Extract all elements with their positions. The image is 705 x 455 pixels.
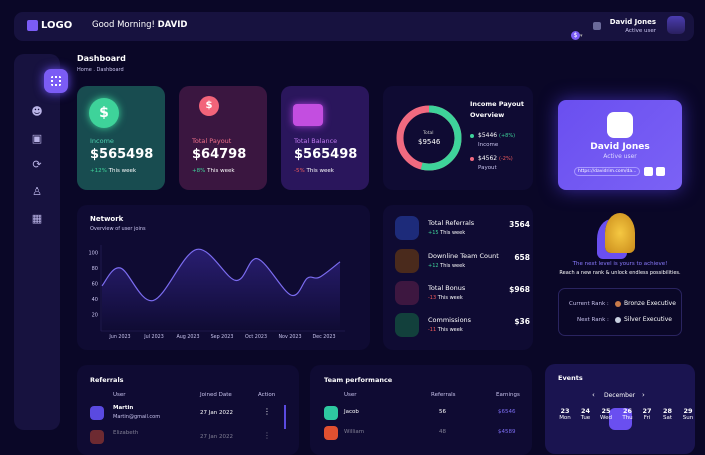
x-tick-label: Jul 2023: [143, 334, 164, 340]
income-legend-dot: [470, 134, 474, 138]
y-tick-label: 100: [88, 251, 98, 257]
bonus-icon: [395, 281, 419, 305]
logo: LOGO: [41, 20, 72, 31]
user-name: David Jones: [610, 18, 656, 26]
y-tick-label: 40: [92, 297, 98, 303]
scrollbar[interactable]: [284, 405, 286, 429]
profile-avatar: [607, 112, 633, 138]
greeting: Good Morning! DAVID: [92, 20, 187, 30]
sidebar-item-shop[interactable]: ▣: [30, 132, 44, 146]
hand-coin-icon: $: [199, 96, 219, 116]
more-options-icon[interactable]: ⋮: [263, 431, 271, 440]
x-tick-label: Nov 2023: [278, 334, 301, 340]
silver-badge-icon: [615, 317, 621, 323]
dollar-exchange-icon: $: [89, 98, 119, 128]
dollar-icon: $: [571, 31, 580, 40]
trophy-icon: [605, 213, 635, 253]
page-title: Dashboard: [77, 54, 126, 63]
avatar: [324, 426, 338, 440]
sidebar: ☻ ▣ ⟳ ♙ ▦: [14, 54, 60, 430]
achievement-panel: The next level is yours to achieve! Reac…: [545, 205, 695, 350]
sidebar-item-history[interactable]: ⟳: [30, 158, 44, 172]
share-icon[interactable]: [656, 167, 665, 176]
next-month-button[interactable]: ›: [642, 391, 645, 399]
breadcrumb: Home . Dashboard: [77, 67, 124, 73]
income-card: $ Income $565498 +12% This week: [77, 86, 165, 190]
payout-card: $ Total Payout $64798 +8% This week: [179, 86, 267, 190]
income-payout-overview: Total $9546 Income Payout Overview $5446…: [383, 86, 533, 190]
rank-box: Current Rank : Bronze Executive Next Ran…: [558, 288, 682, 336]
user-status: Active user: [625, 28, 656, 34]
x-tick-label: Oct 2023: [245, 334, 267, 340]
currency-selector[interactable]: $▾: [571, 22, 585, 31]
stat-total-bonus: Total Bonus-13 This week$968: [395, 281, 530, 311]
wallet-icon: [293, 104, 323, 126]
commission-icon: [395, 313, 419, 337]
x-tick-label: Dec 2023: [312, 334, 335, 340]
y-tick-label: 60: [92, 282, 98, 288]
copy-icon[interactable]: [644, 167, 653, 176]
x-tick-label: Jun 2023: [108, 334, 130, 340]
chevron-down-icon: ▾: [580, 33, 583, 39]
referrals-icon: [395, 216, 419, 240]
y-tick-label: 80: [92, 266, 98, 272]
sidebar-item-dashboard[interactable]: [44, 69, 68, 93]
team-icon: [395, 249, 419, 273]
payout-legend-dot: [470, 157, 474, 161]
x-tick-label: Sep 2023: [211, 334, 234, 340]
grid-icon: [51, 76, 61, 86]
notification-icon[interactable]: [593, 22, 601, 30]
y-tick-label: 20: [92, 313, 98, 319]
balance-card: Total Balance $565498 -5% This week: [281, 86, 369, 190]
profile-card: David Jones Active user https://davidrim…: [558, 100, 682, 190]
x-tick-label: Aug 2023: [176, 334, 199, 340]
profile-url-field[interactable]: https://davidrim.com/da...: [574, 167, 640, 176]
avatar: [90, 406, 104, 420]
network-chart: 20 40 60 80 100 Jun 2023 Jul 2023 Aug 2023 Sep 2…: [77, 205, 370, 350]
logo-icon: [27, 20, 38, 31]
sidebar-item-billing[interactable]: ▦: [30, 212, 44, 226]
sidebar-item-users[interactable]: ☻: [30, 105, 44, 119]
bronze-badge-icon: [615, 301, 621, 307]
more-options-icon[interactable]: ⋮: [263, 407, 271, 416]
top-bar: LOGO Good Morning! DAVID $▾ David Jones …: [14, 12, 694, 41]
sidebar-item-profile[interactable]: ♙: [30, 185, 44, 199]
stat-commissions: Commissions-11 This week$36: [395, 313, 530, 343]
prev-month-button[interactable]: ‹: [592, 391, 595, 399]
avatar: [324, 406, 338, 420]
avatar[interactable]: [667, 16, 685, 34]
